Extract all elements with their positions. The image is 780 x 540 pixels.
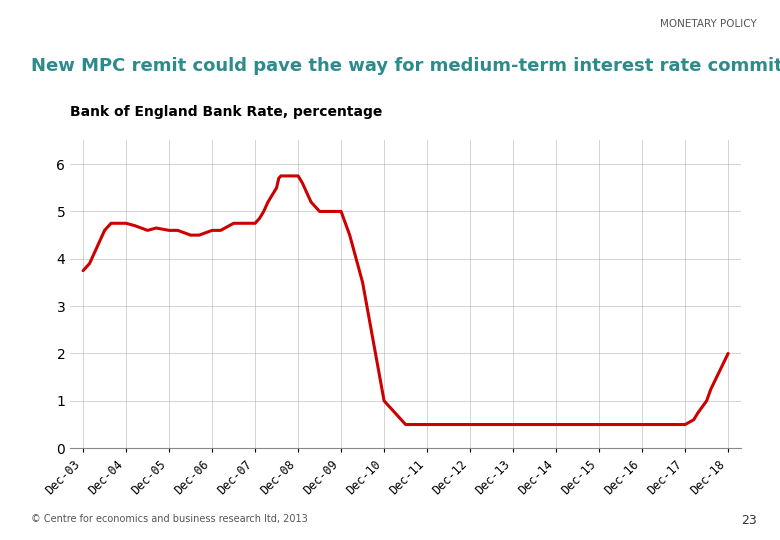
Text: 23: 23 [741,514,757,527]
Text: © Centre for economics and business research ltd, 2013: © Centre for economics and business rese… [31,514,308,524]
Text: MONETARY POLICY: MONETARY POLICY [660,19,757,29]
Text: New MPC remit could pave the way for medium-term interest rate commitments: New MPC remit could pave the way for med… [31,57,780,75]
Text: Bank of England Bank Rate, percentage: Bank of England Bank Rate, percentage [70,105,382,119]
